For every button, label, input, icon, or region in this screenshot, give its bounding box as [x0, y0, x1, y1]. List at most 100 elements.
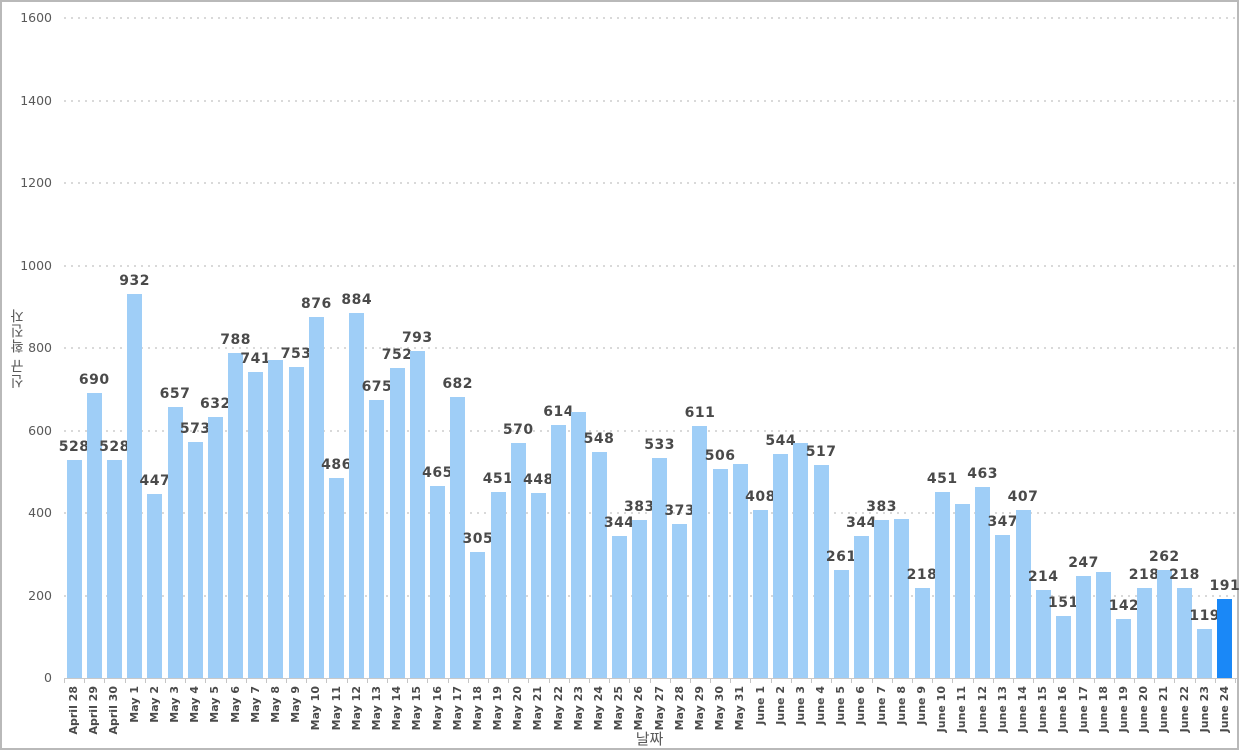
bar-value-label: 932: [119, 272, 151, 289]
bar-may-20: [510, 442, 526, 678]
bar-value-label: 142: [1108, 598, 1140, 615]
bar-june-12: [975, 487, 991, 678]
y-tick-label-1200: 1200: [20, 175, 52, 190]
x-axis-tick: [407, 679, 409, 683]
x-axis-tick: [548, 679, 550, 683]
x-axis-tick: [84, 679, 86, 683]
bar-may-31: [732, 463, 748, 678]
bar-value-label: 876: [300, 295, 332, 312]
bar-june-24: [1217, 599, 1233, 678]
x-axis-tick: [1194, 679, 1196, 683]
x-axis-tick: [730, 679, 732, 683]
x-tick-label-text: June 17: [1076, 686, 1090, 733]
bar-value-label: 344: [603, 515, 635, 532]
x-tick-label: May 12: [350, 686, 364, 733]
bar-may-22: [551, 424, 567, 678]
bar-value-label: 262: [1148, 548, 1180, 565]
y-tick-label-1400: 1400: [20, 92, 52, 108]
x-tick-label: June 5: [834, 686, 848, 728]
bar-june-3: [793, 442, 809, 678]
x-axis-tick: [871, 679, 873, 683]
x-tick-label-text: May 9: [289, 686, 303, 723]
x-tick-label-text: May 12: [349, 686, 363, 731]
x-tick-label-text: June 2: [773, 686, 787, 725]
bar-value-label: 261: [825, 549, 857, 566]
x-tick-label-text: June 9: [915, 686, 929, 725]
bar-may-7: [248, 372, 264, 678]
bar-may-21: [530, 493, 546, 678]
bar-value-label: 884: [341, 292, 373, 309]
bar-april-29: [86, 393, 102, 678]
x-tick-label-text: May 20: [511, 686, 525, 731]
bar-value-label: 218: [1128, 567, 1160, 584]
gridline-1000: [64, 264, 1235, 267]
bar-may-8: [268, 360, 284, 678]
bar-value-label: 788: [220, 331, 251, 348]
x-tick-label: May 1: [128, 686, 142, 726]
bar-june-5: [833, 570, 849, 678]
x-axis-tick: [64, 679, 65, 683]
x-tick-label-text: May 21: [531, 686, 545, 731]
x-tick-label-text: June 13: [995, 686, 1009, 733]
x-tick-label-text: May 23: [571, 686, 585, 731]
bar-may-12: [349, 313, 365, 678]
x-axis-tick: [790, 679, 792, 683]
x-tick-label: May 29: [693, 686, 707, 733]
x-axis-tick: [1073, 679, 1075, 683]
bar-may-11: [329, 477, 345, 678]
x-tick-label: May 18: [471, 686, 485, 733]
bar-june-13: [995, 534, 1011, 678]
bar-value-label: 690: [78, 372, 110, 389]
x-tick-label-text: May 3: [168, 686, 182, 723]
y-tick-label-600: 600: [28, 422, 52, 438]
bar-june-22: [1177, 588, 1193, 678]
x-tick-label-text: May 10: [309, 686, 323, 731]
x-axis-tick: [932, 679, 934, 683]
x-axis-tick: [629, 679, 631, 683]
x-tick-label-text: June 8: [894, 686, 908, 725]
x-tick-label: June 7: [875, 686, 889, 728]
y-tick-label-800: 800: [28, 340, 52, 355]
x-tick-label-text: May 1: [127, 686, 141, 723]
x-axis-tick: [306, 679, 308, 683]
x-axis-tick: [487, 679, 489, 683]
gridline-600: [64, 429, 1235, 432]
x-tick-label: June 9: [915, 686, 929, 728]
x-axis-tick: [831, 679, 833, 683]
x-axis-tick: [851, 679, 853, 683]
bar-value-label: 373: [664, 503, 696, 520]
bar-may-26: [631, 520, 647, 678]
x-tick-label-text: June 21: [1157, 686, 1171, 733]
bar-value-label: 753: [280, 346, 312, 363]
bar-value-label: 448: [523, 472, 554, 489]
bar-june-1: [753, 509, 769, 678]
bar-may-23: [571, 411, 587, 678]
bar-value-label: 517: [805, 443, 837, 460]
x-tick-label-text: May 29: [692, 686, 706, 731]
bar-value-label: 573: [179, 420, 211, 437]
bar-value-label: 657: [159, 385, 191, 402]
bar-value-label: 486: [321, 456, 352, 473]
bar-june-9: [914, 588, 930, 678]
x-tick-label-text: June 3: [793, 686, 807, 725]
x-tick-label-text: June 1: [753, 686, 767, 725]
x-tick-label: May 5: [208, 686, 222, 726]
x-tick-label-text: May 6: [228, 686, 242, 723]
x-tick-label: May 21: [531, 686, 545, 733]
bar-value-label: 451: [482, 470, 514, 487]
x-axis-tick: [286, 679, 288, 683]
x-axis-tick: [144, 679, 146, 683]
bar-may-24: [591, 451, 607, 678]
bar-may-25: [611, 536, 627, 678]
x-tick-label-text: May 11: [329, 686, 343, 731]
x-axis-tick: [387, 679, 389, 683]
x-axis-line: [64, 678, 1237, 679]
x-tick-label-text: June 12: [975, 686, 989, 733]
x-tick-label-text: June 23: [1197, 686, 1211, 733]
x-tick-label: May 10: [309, 686, 323, 733]
bar-value-label: 614: [543, 403, 574, 420]
bar-april-28: [66, 460, 82, 678]
x-tick-label: May 23: [572, 686, 586, 733]
x-tick-label: June 2: [774, 686, 788, 728]
bar-june-11: [954, 504, 970, 678]
